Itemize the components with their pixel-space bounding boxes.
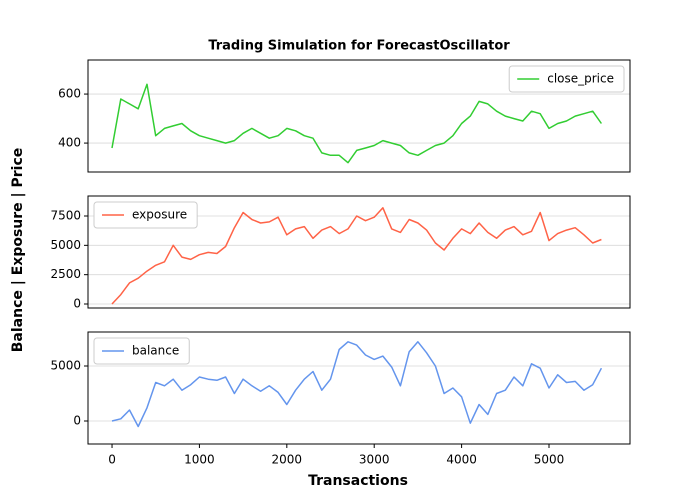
data-line — [111, 207, 602, 305]
x-axis-label: Transactions — [308, 473, 408, 489]
x-tick-label: 1000 — [184, 453, 215, 467]
legend: balance — [93, 337, 190, 365]
legend-label: exposure — [132, 208, 187, 222]
legend-label: balance — [132, 344, 179, 358]
y-tick-label: 5000 — [50, 359, 81, 373]
x-tick-label: 0 — [108, 453, 116, 467]
y-tick-label: 7500 — [50, 209, 81, 223]
legend: exposure — [93, 201, 198, 229]
x-tick-label: 4000 — [446, 453, 477, 467]
y-tick-label: 5000 — [50, 238, 81, 252]
x-tick-label: 2000 — [272, 453, 303, 467]
legend-box — [508, 65, 625, 93]
y-tick-label: 0 — [73, 413, 81, 427]
x-tick-label: 3000 — [359, 453, 390, 467]
legend-box — [93, 337, 190, 365]
data-line — [111, 83, 603, 164]
chart-title: Trading Simulation for ForecastOscillato… — [208, 39, 510, 54]
y-tick-label: 2500 — [50, 267, 81, 281]
y-axis-label: Balance | Exposure | Price — [10, 148, 26, 353]
plot-frame — [87, 331, 631, 445]
y-tick-label: 400 — [58, 136, 81, 150]
y-tick-label: 0 — [73, 296, 81, 310]
x-tick-label: 5000 — [534, 453, 565, 467]
legend-box — [93, 201, 198, 229]
plot-frame — [87, 59, 631, 173]
legend-label: close_price — [547, 72, 614, 86]
y-tick-label: 600 — [58, 87, 81, 101]
plot-frame — [87, 195, 631, 309]
data-line — [111, 341, 603, 428]
legend: close_price — [508, 65, 625, 93]
